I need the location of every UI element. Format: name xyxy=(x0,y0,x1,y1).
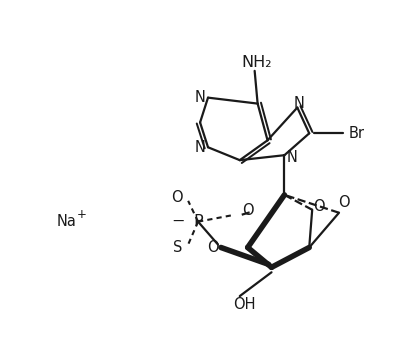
Text: NH₂: NH₂ xyxy=(241,55,272,71)
Text: O: O xyxy=(313,199,325,214)
Text: N: N xyxy=(287,150,298,165)
Text: N: N xyxy=(195,90,205,105)
Text: P: P xyxy=(193,214,203,229)
Text: O: O xyxy=(207,240,219,255)
Text: −: − xyxy=(171,214,185,229)
Text: Na: Na xyxy=(56,214,76,229)
Text: S: S xyxy=(173,240,182,255)
Text: O: O xyxy=(242,203,253,218)
Text: OH: OH xyxy=(233,297,256,311)
Text: O: O xyxy=(171,190,183,205)
Text: +: + xyxy=(77,208,87,221)
Text: O: O xyxy=(338,195,350,210)
Text: Br: Br xyxy=(349,126,365,141)
Text: N: N xyxy=(195,140,205,155)
Text: N: N xyxy=(294,96,305,111)
